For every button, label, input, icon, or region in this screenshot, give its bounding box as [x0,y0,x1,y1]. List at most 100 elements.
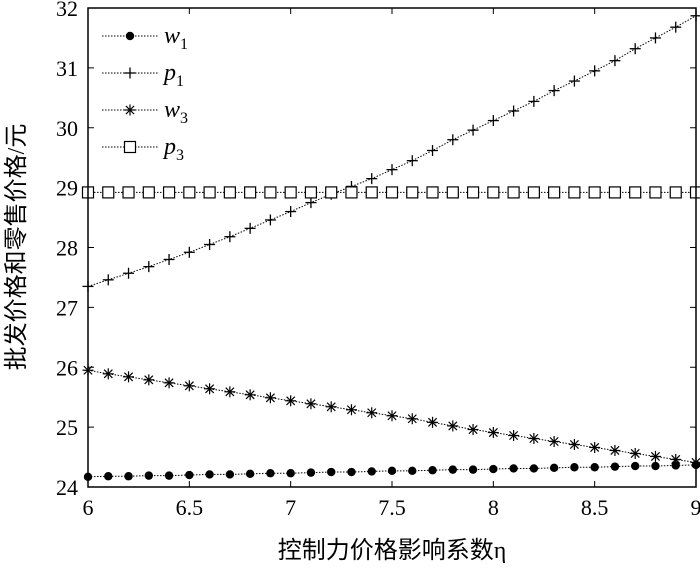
data-point-w3 [386,410,398,422]
data-point-w1 [124,472,133,481]
data-point-p1 [305,197,317,209]
data-point-p3 [548,186,561,199]
data-point-p3 [568,186,581,199]
y-axis-title: 批发价格和零售价格/元 [3,124,30,371]
data-point-p1 [427,145,439,157]
data-point-w3 [649,450,661,462]
data-point-p3 [102,186,115,199]
legend-entry-p1: p1 [102,60,184,90]
data-point-p3 [426,186,439,199]
data-point-w1 [225,470,235,479]
data-point-p3 [385,186,399,199]
data-point-w1 [327,467,336,477]
data-point-w3 [589,441,601,453]
data-point-p1 [183,246,195,258]
legend-marker [125,31,135,41]
x-tick-labels: 6 6.5 7 7.5 8 8.5 9 [83,495,700,520]
x-tick-label: 8.5 [581,495,609,520]
data-point-p3 [487,186,500,199]
legend-entry-w3: w3 [102,97,188,127]
data-point-p1 [366,173,378,185]
data-point-p1 [649,32,661,44]
data-point-w3 [345,404,357,416]
data-point-p1 [163,253,175,265]
y-tick-label: 30 [56,116,78,141]
data-point-w3 [325,401,337,413]
x-tick-label: 9 [691,495,700,520]
data-point-p3 [608,186,622,199]
legend: w1 p1 w3 p3 [102,23,188,164]
data-point-w1 [610,462,620,471]
data-point-p1 [224,231,236,243]
y-tick-label: 24 [56,475,78,500]
data-point-w3 [305,398,317,410]
data-point-p3 [142,186,155,199]
data-point-w3 [548,435,560,447]
data-point-p3 [629,186,642,199]
data-point-p1 [467,124,479,136]
legend-label: w3 [164,97,188,127]
data-point-p3 [304,186,318,199]
data-point-w1 [104,472,113,481]
data-point-p3 [588,186,601,199]
data-point-p3 [466,186,480,199]
data-point-w3 [427,416,439,428]
data-point-p1 [123,267,135,279]
legend-entry-p3: p3 [102,134,184,164]
data-point-w1 [286,469,295,478]
data-point-w3 [183,380,195,392]
data-point-p1 [487,115,499,127]
data-point-p3 [649,186,662,199]
y-tick-label: 28 [56,236,78,261]
y-tick-label: 25 [56,415,78,440]
data-point-p1 [609,55,621,67]
data-point-w1 [205,470,214,479]
data-point-p1 [508,105,520,117]
data-point-p1 [285,206,297,218]
data-point-w3 [487,427,499,439]
data-point-w1 [529,464,539,473]
legend-marker [124,104,136,116]
data-point-p1 [102,274,114,286]
legend-entry-w1: w1 [102,23,188,53]
data-point-w3 [224,386,236,398]
data-point-w1 [428,466,437,475]
data-point-p1 [589,65,601,77]
data-point-w1 [367,467,376,476]
legend-label: p1 [162,60,184,90]
data-point-w3 [447,420,459,432]
plot-series [81,10,700,482]
x-tick-label: 7.5 [378,495,406,520]
data-point-w3 [609,444,621,456]
data-point-p1 [406,155,418,167]
x-tick-label: 6 [83,495,94,520]
data-point-p3 [507,186,520,199]
data-point-w1 [448,465,457,474]
data-point-w1 [408,466,417,476]
data-point-p1 [447,134,459,146]
y-tick-label: 32 [56,0,78,21]
x-tick-label: 6.5 [176,495,204,520]
data-point-w1 [570,463,579,472]
data-point-p3 [284,186,297,199]
data-point-p3 [244,186,257,199]
data-point-w1 [306,468,316,477]
x-tick-label: 8 [488,495,499,520]
y-tick-label: 26 [56,355,78,380]
series-p1 [82,10,700,292]
data-point-w1 [651,461,660,471]
data-point-p3 [446,186,459,199]
data-point-w3 [406,413,418,425]
data-point-p3 [406,186,419,199]
data-point-w1 [590,463,599,472]
y-tick-label: 27 [56,295,78,320]
data-point-w3 [568,438,580,450]
data-point-w3 [467,424,479,436]
data-point-p3 [345,186,358,199]
data-point-w3 [143,374,155,386]
legend-marker [123,140,137,154]
legend-marker [124,67,136,79]
data-point-w1 [489,464,498,474]
data-point-p1 [264,214,276,226]
